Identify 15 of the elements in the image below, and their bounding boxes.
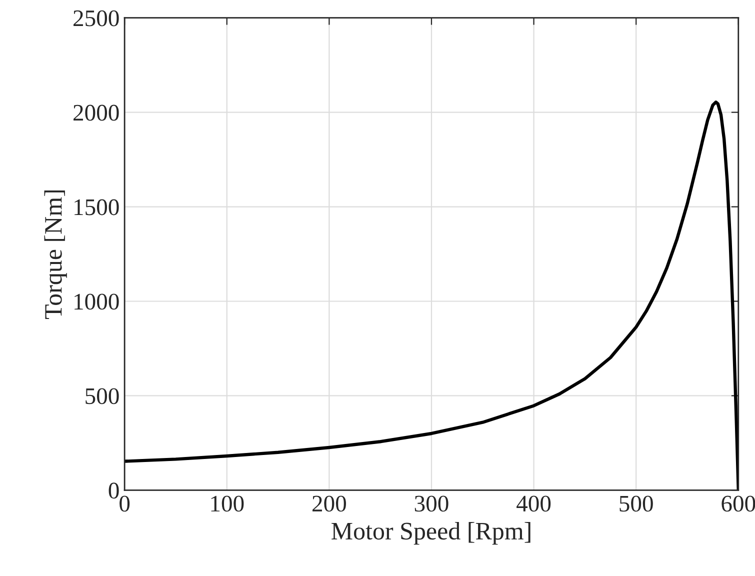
y-tick-label: 500 bbox=[86, 388, 119, 404]
y-axis-title: Torque [Nm] bbox=[44, 190, 67, 319]
x-tick-label: 300 bbox=[414, 496, 448, 512]
x-tick-label: 200 bbox=[312, 496, 346, 512]
x-axis-title: Motor Speed [Rpm] bbox=[332, 522, 530, 545]
x-tick-label: 400 bbox=[516, 496, 551, 512]
y-tick-label: 2500 bbox=[74, 10, 119, 26]
x-tick-label: 0 bbox=[120, 496, 130, 512]
y-tick-label: 1000 bbox=[74, 294, 119, 310]
y-tick-label: 1500 bbox=[74, 199, 119, 216]
x-tick-label: 100 bbox=[211, 496, 244, 512]
y-tick-label: 2000 bbox=[74, 104, 119, 121]
x-tick-label: 500 bbox=[620, 496, 653, 512]
y-tick-label: 0 bbox=[108, 482, 119, 499]
x-tick-label: 600 bbox=[722, 496, 755, 512]
